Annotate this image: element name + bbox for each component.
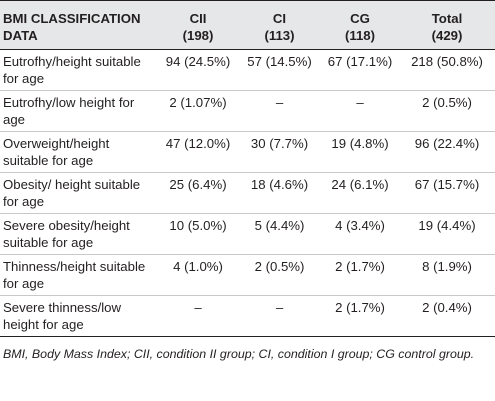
row-label: Obesity/ height suitable for age: [0, 172, 158, 214]
cell-total: 218 (50.8%): [399, 49, 495, 91]
header-ci: CI (113): [238, 0, 321, 50]
header-line-1: BMI CLASSIFICATION: [3, 11, 141, 26]
table-header: BMI CLASSIFICATION DATA CII (198) CI (11…: [0, 0, 495, 50]
cell-cii: 47 (12.0%): [158, 131, 238, 173]
row-label: Eutrofhy/height suitable for age: [0, 49, 158, 91]
cell-cii: 25 (6.4%): [158, 172, 238, 214]
table-row: Obesity/ height suitable for age 25 (6.4…: [0, 172, 495, 214]
header-line-2: (429): [431, 28, 463, 43]
cell-ci: 18 (4.6%): [238, 172, 321, 214]
cell-cg: 19 (4.8%): [321, 131, 399, 173]
cell-total: 8 (1.9%): [399, 254, 495, 296]
cell-cg: 2 (1.7%): [321, 254, 399, 296]
cell-cg: 67 (17.1%): [321, 49, 399, 91]
cell-total: 96 (22.4%): [399, 131, 495, 173]
table-footnote: BMI, Body Mass Index; CII, condition II …: [3, 347, 475, 361]
table-row: Severe obesity/height suitable for age 1…: [0, 213, 495, 255]
cell-cii: 94 (24.5%): [158, 49, 238, 91]
cell-cii: 2 (1.07%): [158, 90, 238, 132]
cell-ci: 5 (4.4%): [238, 213, 321, 255]
cell-ci: 30 (7.7%): [238, 131, 321, 173]
table-row: Eutrofhy/height suitable for age 94 (24.…: [0, 49, 495, 91]
cell-total: 2 (0.4%): [399, 295, 495, 337]
row-label: Thinness/height suitable for age: [0, 254, 158, 296]
row-label: Severe thinness/low height for age: [0, 295, 158, 337]
table-row: Overweight/height suitable for age 47 (1…: [0, 131, 495, 173]
table-row: Thinness/height suitable for age 4 (1.0%…: [0, 254, 495, 296]
cell-ci: 57 (14.5%): [238, 49, 321, 91]
header-bmi-classification: BMI CLASSIFICATION DATA: [0, 0, 158, 50]
cell-total: 2 (0.5%): [399, 90, 495, 132]
header-line-1: CG: [350, 11, 370, 26]
bmi-classification-table-container: BMI CLASSIFICATION DATA CII (198) CI (11…: [0, 0, 495, 361]
cell-cg: 24 (6.1%): [321, 172, 399, 214]
row-label: Overweight/height suitable for age: [0, 131, 158, 173]
cell-cg: 2 (1.7%): [321, 295, 399, 337]
header-line-1: CII: [189, 11, 207, 26]
cell-total: 67 (15.7%): [399, 172, 495, 214]
cell-ci: 2 (0.5%): [238, 254, 321, 296]
header-line-2: (198): [182, 28, 214, 43]
header-line-1: CI: [272, 11, 287, 26]
header-cii: CII (198): [158, 0, 238, 50]
cell-total: 19 (4.4%): [399, 213, 495, 255]
cell-cii: 10 (5.0%): [158, 213, 238, 255]
header-cg: CG (118): [321, 0, 399, 50]
table-row: Eutrofhy/low height for age 2 (1.07%) – …: [0, 90, 495, 132]
cell-cg: –: [321, 90, 399, 132]
table-body: Eutrofhy/height suitable for age 94 (24.…: [0, 49, 495, 337]
row-label: Eutrofhy/low height for age: [0, 90, 158, 132]
header-line-2: (113): [264, 28, 295, 43]
header-line-1: Total: [431, 11, 463, 26]
cell-cii: 4 (1.0%): [158, 254, 238, 296]
header-total: Total (429): [399, 0, 495, 50]
header-line-2: (118): [344, 28, 376, 43]
header-line-2: DATA: [3, 28, 38, 43]
cell-cii: –: [158, 295, 238, 337]
table-row: Severe thinness/low height for age – – 2…: [0, 295, 495, 337]
cell-cg: 4 (3.4%): [321, 213, 399, 255]
cell-ci: –: [238, 295, 321, 337]
header-row: BMI CLASSIFICATION DATA CII (198) CI (11…: [0, 0, 495, 50]
bmi-classification-table: BMI CLASSIFICATION DATA CII (198) CI (11…: [0, 0, 495, 337]
cell-ci: –: [238, 90, 321, 132]
row-label: Severe obesity/height suitable for age: [0, 213, 158, 255]
